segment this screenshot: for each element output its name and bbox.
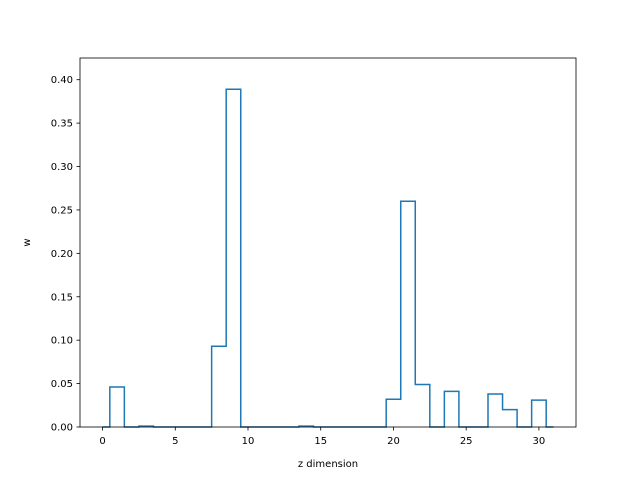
y-tick-label: 0.05 [51,379,73,390]
plot-frame [79,57,577,428]
y-tick-label: 0.20 [51,249,73,260]
y-axis-label: w [22,238,33,246]
x-tick-label: 5 [172,436,178,447]
x-axis-label: z dimension [298,459,358,470]
y-axis: 0.00 0.05 0.10 0.15 0.20 0.25 0.30 0.35 0.40 [51,75,80,434]
x-axis: 0 5 10 15 20 25 30 [99,427,545,447]
x-tick-label: 25 [460,436,473,447]
y-tick-label: 0.15 [51,292,73,303]
x-tick-label: 15 [314,436,327,447]
y-tick-label: 0.25 [51,205,73,216]
y-tick-label: 0.00 [51,423,73,434]
x-tick-label: 30 [533,436,546,447]
y-tick-label: 0.30 [51,162,73,173]
x-tick-label: 10 [242,436,255,447]
y-tick-label: 0.35 [51,119,73,130]
x-tick-label: 0 [99,436,105,447]
y-tick-label: 0.10 [51,336,73,347]
x-tick-label: 20 [387,436,400,447]
y-tick-label: 0.40 [51,75,73,86]
